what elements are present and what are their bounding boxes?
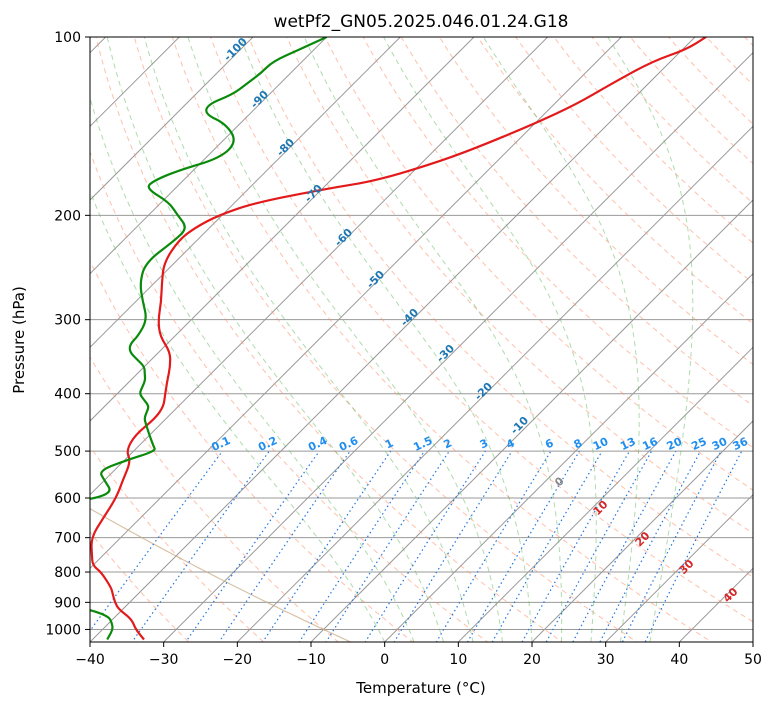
mixing-ratio-label: 13 [618,435,637,453]
y-tick-label: 700 [54,531,81,547]
mixing-ratio-line [521,450,631,642]
mixing-ratio-label: 25 [689,435,708,453]
dry-adiabat-line [133,37,638,642]
mixing-ratio-line [599,450,702,642]
dewpoint-profile-line [90,37,328,641]
isotherm-line [90,37,696,642]
y-tick-label: 1000 [45,622,81,638]
plot-frame [89,36,754,643]
x-tick-label: −20 [223,652,253,668]
y-tick-label: 200 [54,208,81,224]
isotherm-line [531,420,753,642]
mixing-ratio-line [185,450,320,642]
moist-adiabat-line [303,37,563,642]
isotherm-line [162,51,753,642]
y-tick-label: 100 [54,30,81,46]
mixing-ratio-label: 36 [731,435,751,453]
x-tick-label: 50 [744,652,762,668]
isotherm-line [90,37,181,128]
y-tick-label: 600 [54,491,81,507]
dry-adiabat-line [477,37,753,325]
y-tick-label: 300 [54,313,81,329]
plot-data-series [90,37,707,641]
mixing-ratio-label: 20 [665,435,685,453]
x-tick-label: 30 [597,652,615,668]
dry-adiabat-line [95,37,564,642]
moist-adiabat-line [90,189,386,642]
isotherm-line [90,37,328,275]
moist-adiabat-line [187,37,503,642]
x-axis-label: Temperature (°C) [355,679,485,697]
dry-adiabat-line [362,37,753,449]
mixing-ratio-label: 16 [640,435,660,453]
isotherm-line [90,37,254,201]
mixing-ratio-line [545,450,653,642]
x-tick-label: 0 [380,652,389,668]
chart-title: wetPf2_GN05.2025.046.01.24.G18 [274,12,569,32]
x-tick-label: −10 [296,652,326,668]
mixing-ratio-line [491,450,603,642]
dry-adiabat-line [90,356,340,642]
isotherm-line [90,37,623,570]
theta-e-curve [90,507,353,642]
x-tick-label: 10 [449,652,467,668]
moist-adiabat-line [482,37,640,642]
isotherm-line [457,346,753,642]
dry-adiabat-line [90,259,414,642]
moist-adiabat-line [239,37,533,642]
mixing-ratio-line [90,450,223,632]
moist-adiabat-line [607,37,694,642]
moist-adiabat-line [90,96,415,642]
mixing-ratio-line [393,450,513,642]
moist-adiabat-line [383,37,597,642]
mixing-ratio-line [218,450,351,642]
isotherm-line [383,272,753,642]
temperature-profile-line [90,37,707,641]
y-tick-label: 800 [54,565,81,581]
mixing-ratio-line [325,450,450,642]
mixing-ratio-line [644,450,743,642]
plot-background-lines [90,37,753,642]
axes: −40 −30 −20 −10 0 10 20 30 40 50 100 200 300 400 500 60… [45,30,762,668]
moist-adiabat-line [143,37,474,642]
dry-adiabat-line [90,445,265,642]
mixing-ratio-line [621,450,722,642]
isotherm-line [310,199,753,642]
isotherm-line [90,37,402,349]
y-tick-label: 400 [54,387,81,403]
dry-adiabat-line [324,37,753,491]
mixing-ratio-line [435,450,552,642]
y-axis-label: Pressure (hPa) [10,286,28,394]
x-tick-label: −40 [75,652,105,668]
x-tick-label: −30 [149,652,179,668]
moist-adiabat-line [106,37,445,642]
isotherm-line [90,37,475,422]
dry-adiabat-line [209,37,753,623]
dry-adiabat-line [438,37,753,366]
mixing-ratio-label: 30 [710,435,730,453]
y-tick-label: 500 [54,444,81,460]
isotherm-line [90,37,549,496]
isotherm-line [604,493,753,642]
mixing-ratio-line [466,450,580,642]
y-tick-label: 900 [54,595,81,611]
mixing-ratio-line [572,450,677,642]
mixing-ratio-label: 10 [591,435,611,453]
x-tick-label: 20 [523,652,541,668]
isotherm-line [236,125,753,642]
x-tick-label: 40 [670,652,688,668]
